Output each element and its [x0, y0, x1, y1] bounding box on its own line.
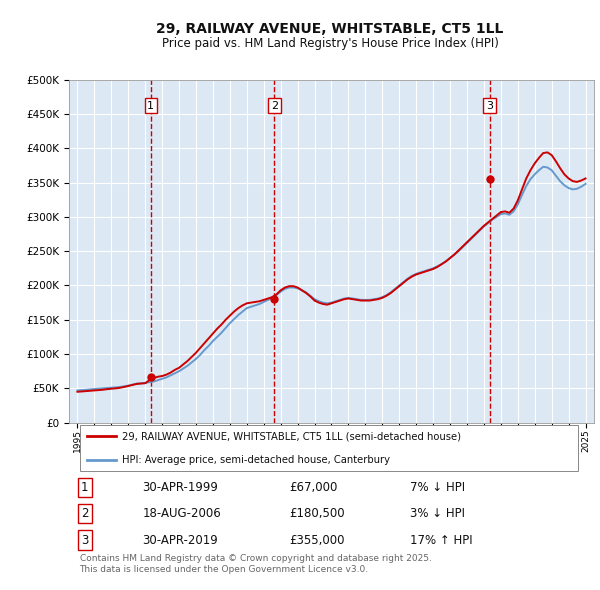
Text: Price paid vs. HM Land Registry's House Price Index (HPI): Price paid vs. HM Land Registry's House …: [161, 37, 499, 50]
Text: 29, RAILWAY AVENUE, WHITSTABLE, CT5 1LL (semi-detached house): 29, RAILWAY AVENUE, WHITSTABLE, CT5 1LL …: [121, 431, 461, 441]
Text: 3: 3: [486, 101, 493, 111]
Text: 1: 1: [147, 101, 154, 111]
Text: 7% ↓ HPI: 7% ↓ HPI: [410, 481, 466, 494]
Text: 18-AUG-2006: 18-AUG-2006: [143, 507, 221, 520]
Text: 30-APR-1999: 30-APR-1999: [143, 481, 218, 494]
Text: 1: 1: [81, 481, 89, 494]
Text: 29, RAILWAY AVENUE, WHITSTABLE, CT5 1LL: 29, RAILWAY AVENUE, WHITSTABLE, CT5 1LL: [157, 22, 503, 37]
Text: 30-APR-2019: 30-APR-2019: [143, 533, 218, 546]
Text: £67,000: £67,000: [290, 481, 338, 494]
Text: 2: 2: [271, 101, 278, 111]
FancyBboxPatch shape: [79, 425, 578, 471]
Text: £180,500: £180,500: [290, 507, 345, 520]
Text: HPI: Average price, semi-detached house, Canterbury: HPI: Average price, semi-detached house,…: [121, 454, 389, 464]
Text: 17% ↑ HPI: 17% ↑ HPI: [410, 533, 473, 546]
Text: 2: 2: [81, 507, 89, 520]
Text: 3% ↓ HPI: 3% ↓ HPI: [410, 507, 465, 520]
Text: £355,000: £355,000: [290, 533, 345, 546]
Text: Contains HM Land Registry data © Crown copyright and database right 2025.
This d: Contains HM Land Registry data © Crown c…: [79, 555, 431, 574]
Text: 3: 3: [81, 533, 88, 546]
